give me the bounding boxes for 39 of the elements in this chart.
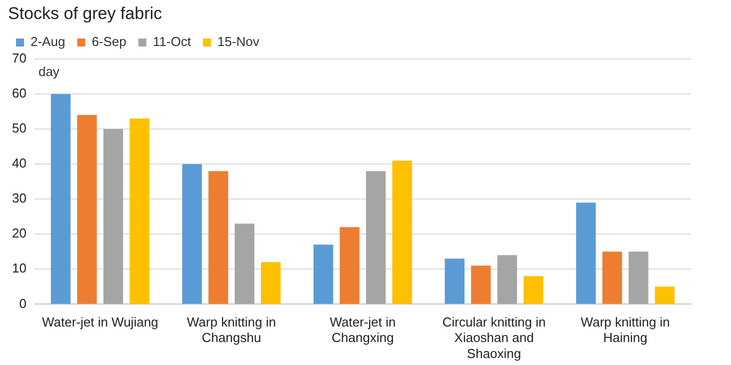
bar — [313, 244, 334, 304]
x-tick-label: Warp knitting in Changshu — [186, 314, 276, 346]
y-tick-label: 10 — [12, 260, 26, 276]
bar — [471, 266, 491, 304]
y-tick-label: 20 — [12, 226, 26, 241]
bar — [208, 171, 228, 304]
x-tick-label: Water-jet in Changxing — [330, 314, 396, 346]
y-tick-label: 0 — [19, 296, 26, 311]
legend-label: 11-Oct — [152, 34, 192, 50]
bar — [628, 252, 648, 304]
legend-label: 15-Nov — [217, 34, 260, 50]
bar — [77, 115, 97, 304]
bar — [497, 255, 518, 304]
y-tick-label: 60 — [12, 86, 26, 101]
bar — [234, 224, 254, 304]
bar — [524, 276, 544, 304]
bar — [654, 286, 675, 304]
bar — [130, 118, 150, 304]
bar — [50, 94, 71, 304]
x-tick-label: Circular knitting in Xiaoshan and Shaoxing — [442, 314, 546, 361]
bar — [340, 227, 360, 304]
bar — [602, 252, 622, 304]
y-tick-label: 40 — [12, 156, 26, 171]
y-tick-label: 50 — [12, 120, 26, 136]
bar — [444, 258, 464, 304]
x-tick-label: Warp knitting in Haining — [580, 314, 670, 346]
bar — [366, 171, 386, 304]
legend-label: 6-Sep — [92, 34, 126, 50]
bar — [182, 164, 202, 304]
y-axis-title: day — [38, 64, 60, 80]
chart-title: Stocks of grey fabric — [8, 4, 162, 24]
y-tick-label: 30 — [12, 190, 26, 206]
x-tick-label: Water-jet in Wujiang — [42, 314, 158, 330]
legend-label: 2-Aug — [30, 34, 66, 50]
bar — [392, 160, 412, 304]
bar — [576, 202, 596, 304]
bar — [260, 262, 281, 304]
bar — [103, 129, 124, 304]
y-tick-label: 70 — [12, 50, 26, 66]
